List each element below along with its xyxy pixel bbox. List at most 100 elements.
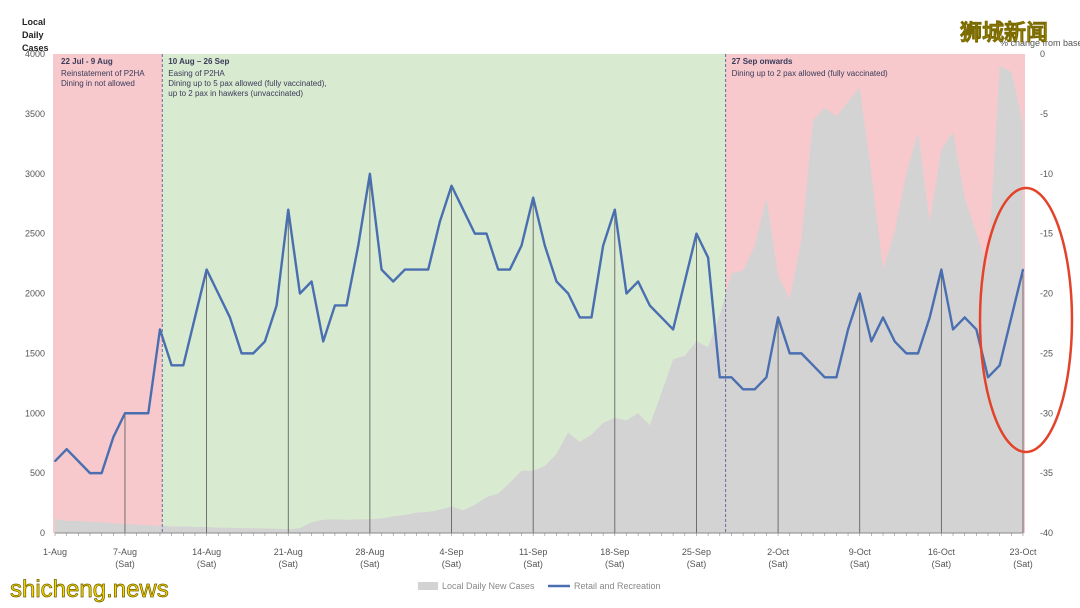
- y-tick-right: 0: [1040, 49, 1045, 59]
- phase-note-2-0: Dining up to 2 pax allowed (fully vaccin…: [732, 69, 888, 78]
- phase-title-2: 27 Sep onwards: [732, 57, 793, 66]
- retail-point: [765, 376, 768, 379]
- retail-point: [648, 304, 651, 307]
- x-tick-label-25-Sep: 25-Sep: [682, 547, 711, 557]
- retail-point: [427, 268, 430, 271]
- retail-point: [543, 244, 546, 247]
- legend: Local Daily New Cases Retail and Recreat…: [418, 581, 661, 591]
- saturday-drop-lines: [124, 173, 1024, 533]
- y-tick-left: 4000: [25, 49, 45, 59]
- retail-point: [625, 292, 628, 295]
- y-tick-left: 2500: [25, 229, 45, 239]
- x-tick-sublabel: (Sat): [932, 559, 952, 569]
- legend-swatch-cases: [418, 582, 438, 590]
- retail-point: [497, 268, 500, 271]
- retail-point: [952, 328, 954, 331]
- retail-point: [264, 340, 266, 343]
- phase-note-1-0: Easing of P2HA: [168, 69, 225, 78]
- phase-note-1-1: Dining up to 5 pax allowed (fully vaccin…: [168, 79, 326, 88]
- x-tick-label-18-Sep: 18-Sep: [600, 547, 629, 557]
- retail-line-layer: [54, 172, 1025, 475]
- retail-point: [229, 316, 231, 319]
- watermark-bottom-left: shicheng.news: [10, 576, 169, 603]
- retail-point: [287, 208, 290, 211]
- retail-point: [170, 364, 173, 367]
- retail-point: [450, 184, 453, 187]
- retail-point: [753, 388, 756, 391]
- retail-point: [567, 292, 570, 295]
- x-tick-sublabel: (Sat): [687, 559, 707, 569]
- retail-point: [917, 352, 919, 355]
- x-tick-sublabel: (Sat): [768, 559, 788, 569]
- retail-point: [415, 268, 418, 271]
- retail-point: [555, 280, 558, 283]
- watermark-top-right: 狮城新闻: [960, 20, 1048, 46]
- y-tick-right: -35: [1040, 468, 1053, 478]
- phase-title-0: 22 Jul - 9 Aug: [61, 57, 113, 66]
- y-axis-left: 0 500 1000 1500 2000 2500 3000 3500 4000: [25, 49, 45, 538]
- cases-area-layer: [55, 65, 1023, 533]
- retail-point: [54, 460, 56, 463]
- retail-point: [730, 376, 733, 379]
- phase-note-0-0: Reinstatement of P2HA: [61, 69, 145, 78]
- x-tick-label-23-Oct: 23-Oct: [1009, 547, 1037, 557]
- y-tick-left: 0: [40, 528, 45, 538]
- retail-point: [357, 244, 360, 247]
- retail-point: [695, 232, 698, 235]
- x-tick-label-28-Aug: 28-Aug: [355, 547, 384, 557]
- retail-point: [718, 376, 721, 379]
- retail-point: [322, 340, 325, 343]
- retail-point: [800, 352, 803, 355]
- retail-point: [1022, 268, 1024, 271]
- y-tick-right: -25: [1040, 348, 1053, 358]
- retail-point: [77, 460, 80, 463]
- x-tick-sublabel: (Sat): [523, 559, 543, 569]
- retail-point: [672, 328, 675, 331]
- retail-point: [707, 256, 710, 259]
- x-tick-label-2-Oct: 2-Oct: [767, 547, 790, 557]
- y-axis-right-title: % change from baseline: [1000, 38, 1080, 48]
- retail-point: [882, 316, 884, 319]
- legend-label-cases: Local Daily New Cases: [442, 581, 535, 591]
- retail-point: [65, 448, 68, 451]
- retail-point: [380, 268, 383, 271]
- y-tick-left: 2000: [25, 289, 45, 299]
- retail-point: [847, 328, 849, 331]
- retail-point: [147, 412, 150, 415]
- x-tick-sublabel: (Sat): [115, 559, 135, 569]
- retail-point: [368, 172, 371, 175]
- x-tick-sublabel: (Sat): [1013, 559, 1033, 569]
- x-axis: 1-Aug 7-Aug (Sat) 14-Aug (Sat) 21-Aug (Sat) 28-…: [43, 532, 1037, 569]
- retail-point: [637, 280, 640, 283]
- x-tick-label-1-Aug: 1-Aug: [43, 547, 67, 557]
- retail-point: [578, 316, 581, 319]
- retail-point: [252, 352, 255, 355]
- retail-point: [299, 292, 301, 295]
- x-tick-sublabel: (Sat): [605, 559, 625, 569]
- retail-point: [963, 316, 966, 319]
- retail-point: [742, 388, 744, 391]
- retail-point: [683, 280, 686, 283]
- x-tick-sublabel: (Sat): [278, 559, 298, 569]
- retail-point: [520, 244, 523, 247]
- retail-point: [835, 376, 838, 379]
- y-tick-right: -15: [1040, 229, 1053, 239]
- retail-point: [334, 304, 336, 307]
- retail-point: [812, 364, 814, 367]
- retail-point: [998, 364, 1001, 367]
- x-tick-label-9-Oct: 9-Oct: [849, 547, 872, 557]
- y-axis-title-line-1: Local: [22, 17, 46, 27]
- retail-point: [473, 232, 476, 235]
- retail-point: [928, 316, 931, 319]
- x-tick-sublabel: (Sat): [850, 559, 870, 569]
- retail-point: [124, 412, 126, 415]
- x-tick-label-4-Sep: 4-Sep: [440, 547, 464, 557]
- cases-area: [55, 65, 1023, 533]
- retail-point: [532, 196, 535, 199]
- retail-point: [217, 292, 220, 295]
- retail-point: [590, 316, 593, 319]
- retail-point: [975, 328, 978, 331]
- retail-point: [403, 268, 406, 271]
- phase-labels: 22 Jul - 9 Aug Reinstatement of P2HA Dinin…: [61, 57, 888, 98]
